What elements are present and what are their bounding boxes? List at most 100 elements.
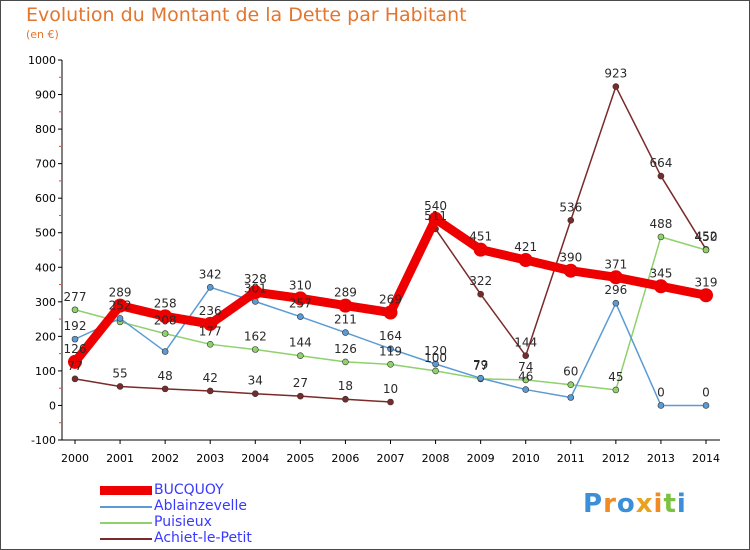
- data-point: [297, 313, 304, 320]
- data-point: [518, 253, 533, 268]
- data-label: 164: [379, 329, 402, 343]
- data-label: 48: [158, 369, 173, 383]
- data-label: 177: [199, 324, 222, 338]
- data-point: [657, 233, 665, 241]
- data-point: [387, 345, 394, 353]
- data-label: 451: [469, 230, 492, 244]
- data-label: 257: [289, 297, 312, 311]
- data-label: 74: [518, 360, 533, 374]
- data-label: 79: [473, 358, 488, 372]
- y-tick-label: 0: [49, 399, 56, 412]
- data-point: [612, 299, 620, 307]
- data-label: 10: [383, 382, 398, 396]
- data-label: 18: [338, 379, 353, 393]
- data-label: 236: [199, 304, 222, 318]
- data-point: [473, 242, 488, 257]
- y-tick-label: -100: [31, 434, 56, 447]
- data-point: [432, 367, 439, 375]
- data-point: [612, 386, 620, 394]
- data-label: 269: [379, 293, 402, 307]
- legend-swatch: [100, 538, 152, 540]
- x-tick-label: 2008: [422, 452, 450, 465]
- data-point: [293, 291, 308, 306]
- data-point: [206, 341, 214, 348]
- legend-label: Puisieux: [154, 514, 212, 530]
- logo-letter: P: [583, 489, 604, 519]
- data-label: 144: [289, 336, 312, 350]
- data-label: 100: [424, 351, 447, 365]
- legend-label: Achiet-le-Petit: [154, 530, 252, 546]
- data-point: [608, 270, 623, 285]
- data-point: [297, 352, 304, 360]
- data-label: 328: [244, 272, 267, 286]
- data-label: 120: [424, 344, 447, 358]
- legend-swatch: [100, 506, 152, 508]
- chart-title: Evolution du Montant de la Dette par Hab…: [26, 4, 467, 26]
- data-label: 342: [199, 267, 222, 281]
- data-point: [563, 263, 578, 278]
- legend-label: Ablainzevelle: [154, 498, 247, 514]
- data-point: [653, 279, 668, 294]
- data-label: 252: [109, 298, 132, 312]
- data-label: 310: [289, 278, 312, 292]
- data-point: [251, 298, 259, 305]
- data-point: [251, 390, 259, 398]
- data-label: 162: [244, 329, 267, 343]
- data-label: 46: [518, 370, 533, 384]
- data-point: [116, 383, 124, 390]
- y-tick-label: 700: [35, 158, 56, 171]
- data-label: 258: [154, 296, 177, 310]
- data-label: 60: [563, 365, 578, 379]
- data-label: 277: [64, 290, 87, 304]
- data-label: 208: [154, 314, 177, 328]
- logo-letter: i: [653, 489, 664, 519]
- x-tick-label: 2003: [196, 452, 224, 465]
- data-point: [567, 394, 575, 401]
- x-tick-label: 2006: [331, 452, 359, 465]
- data-point: [477, 374, 484, 382]
- logo-letter: i: [676, 489, 687, 519]
- logo-letter: r: [603, 489, 617, 519]
- data-point: [522, 386, 530, 393]
- legend-swatch: [100, 522, 152, 524]
- data-label: 345: [649, 266, 672, 280]
- y-tick-label: 500: [35, 227, 56, 240]
- data-point: [161, 330, 169, 337]
- y-tick-label: 300: [35, 296, 56, 309]
- x-tick-label: 2011: [557, 452, 585, 465]
- y-tick-label: 100: [35, 365, 56, 378]
- data-label: 144: [514, 336, 537, 350]
- data-point: [248, 285, 263, 300]
- data-label: 55: [112, 366, 127, 380]
- data-point: [702, 246, 710, 254]
- data-point: [71, 375, 79, 383]
- data-label: 536: [559, 200, 582, 214]
- data-point: [342, 395, 349, 403]
- data-label: 27: [293, 376, 308, 390]
- data-point: [68, 354, 82, 369]
- data-point: [203, 316, 218, 331]
- data-point: [161, 348, 169, 355]
- data-label: 322: [469, 274, 492, 288]
- data-label: 119: [379, 344, 402, 358]
- legend-swatch: [100, 486, 152, 495]
- x-tick-label: 2004: [241, 452, 269, 465]
- data-label: 540: [424, 199, 447, 213]
- data-point: [612, 83, 620, 90]
- y-tick-label: 1000: [28, 54, 56, 67]
- data-point: [161, 385, 169, 393]
- data-point: [342, 329, 349, 336]
- x-tick-label: 2009: [467, 452, 495, 465]
- data-point: [432, 360, 439, 368]
- data-point: [113, 298, 128, 313]
- data-label: 34: [248, 374, 263, 388]
- data-point: [297, 392, 304, 400]
- y-tick-label: 900: [35, 89, 56, 102]
- data-point: [206, 284, 214, 291]
- data-point: [342, 358, 349, 366]
- data-point: [206, 387, 214, 395]
- data-point: [387, 398, 394, 406]
- data-point: [428, 211, 443, 226]
- x-tick-label: 2013: [647, 452, 675, 465]
- x-tick-label: 2002: [151, 452, 179, 465]
